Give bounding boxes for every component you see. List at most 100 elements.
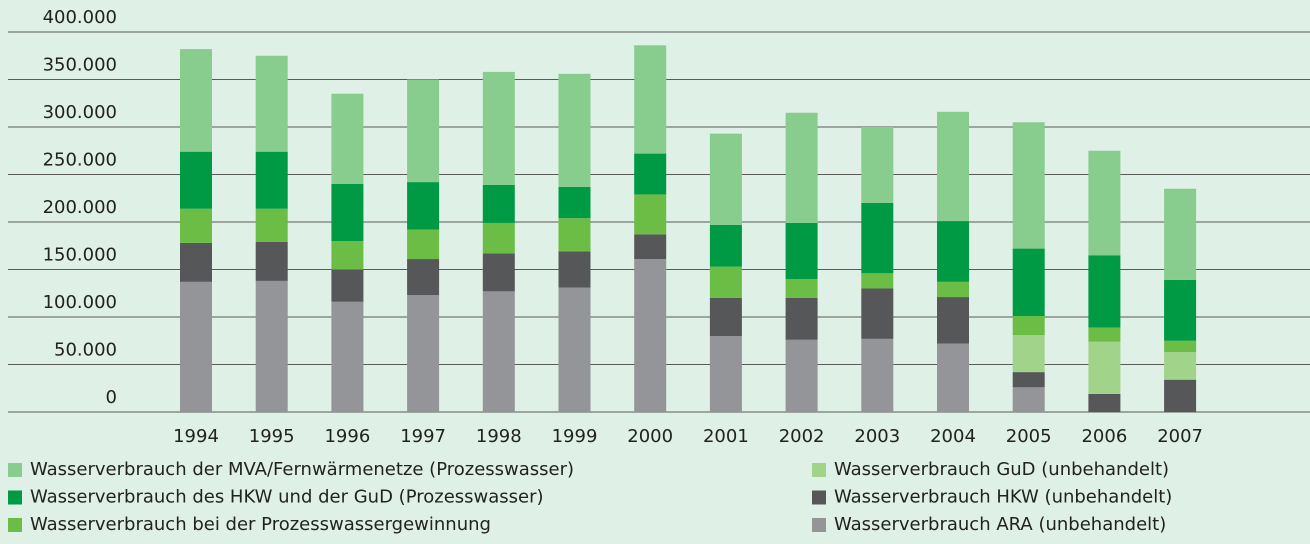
bar-segment: [331, 93, 364, 184]
bar-segment: [407, 182, 440, 230]
bar-segment: [482, 222, 515, 254]
bar-segment: [407, 259, 440, 296]
legend-swatch: [812, 518, 826, 532]
bar-segment: [861, 203, 894, 274]
bar-segment: [937, 221, 969, 282]
x-tick-label: 1997: [400, 426, 446, 447]
bar-segment: [634, 259, 667, 412]
bar-segment: [937, 281, 969, 298]
bar-segment: [709, 266, 742, 298]
legend-label: Wasserverbrauch der MVA/Fernwärmenetze (…: [30, 459, 574, 480]
legend-label: Wasserverbrauch GuD (unbehandelt): [834, 459, 1169, 480]
bar-segment: [180, 208, 212, 243]
bar-segment: [255, 280, 288, 412]
legend-swatch: [812, 490, 826, 505]
y-tick-label: 300.000: [43, 102, 117, 123]
bar-segment: [558, 251, 591, 288]
bar-segment: [1012, 122, 1045, 249]
y-tick-label: 50.000: [54, 340, 117, 361]
y-tick-label: 200.000: [43, 197, 117, 218]
bar-segment: [709, 133, 742, 225]
y-tick-label: 100.000: [43, 292, 117, 313]
bar-segment: [1012, 316, 1045, 336]
x-tick-label: 1996: [324, 426, 370, 447]
y-tick-label: 150.000: [43, 245, 117, 266]
bar-segment: [1088, 255, 1121, 328]
bar-segment: [1012, 372, 1045, 388]
bar-segment: [1012, 248, 1045, 317]
y-tick-label: 350.000: [43, 55, 117, 76]
bar-segment: [558, 218, 591, 252]
bar-segment: [331, 241, 364, 270]
bar-segment: [482, 71, 515, 185]
x-tick-label: 2007: [1157, 426, 1203, 447]
bar-segment: [1088, 341, 1121, 394]
legend-label: Wasserverbrauch des HKW und der GuD (Pro…: [30, 487, 544, 508]
bar-segment: [255, 55, 288, 152]
bar-segment: [785, 222, 818, 279]
legend-label: Wasserverbrauch bei der Prozesswassergew…: [30, 514, 491, 535]
bar-segment: [1164, 379, 1197, 412]
bar-segment: [937, 111, 969, 222]
bar-segment: [482, 184, 515, 223]
x-tick-label: 2006: [1081, 426, 1127, 447]
bar-segment: [634, 234, 667, 260]
bar-segment: [558, 186, 591, 219]
bar-segment: [1012, 335, 1045, 373]
bar-segment: [1164, 188, 1197, 280]
bar-segment: [331, 301, 364, 412]
legend-swatch: [8, 490, 22, 505]
bar-segment: [634, 194, 667, 235]
bar-segment: [861, 273, 894, 289]
legend-label: Wasserverbrauch HKW (unbehandelt): [834, 487, 1172, 508]
bar-segment: [1088, 393, 1121, 412]
x-tick-label: 2004: [930, 426, 976, 447]
bar-segment: [785, 298, 818, 340]
x-tick-label: 2001: [703, 426, 749, 447]
x-tick-label: 2002: [779, 426, 825, 447]
bar-segment: [785, 112, 818, 223]
bar-segment: [937, 297, 969, 344]
bar-segment: [482, 253, 515, 292]
x-tick-label: 2005: [1006, 426, 1052, 447]
bar-segment: [1164, 279, 1197, 341]
bar-segment: [1012, 387, 1045, 412]
bar-segment: [785, 339, 818, 412]
bar-segment: [709, 298, 742, 336]
x-tick-label: 1998: [476, 426, 522, 447]
bar-segment: [255, 241, 288, 281]
bar-segment: [482, 291, 515, 412]
bar-segment: [558, 73, 591, 187]
bar-segment: [331, 269, 364, 302]
legend-swatch: [8, 463, 22, 477]
bar-segment: [1164, 340, 1197, 353]
bar-segment: [709, 224, 742, 267]
x-tick-label: 1995: [249, 426, 295, 447]
bar-segment: [1164, 352, 1197, 380]
bar-segment: [1088, 150, 1121, 256]
bar-segment: [255, 151, 288, 209]
bar-segment: [634, 45, 667, 154]
x-tick-label: 1994: [173, 426, 219, 447]
y-tick-label: 250.000: [43, 150, 117, 171]
bar-segment: [558, 287, 591, 412]
bar-segment: [634, 153, 667, 195]
bar-segment: [180, 281, 212, 412]
bar-segment: [180, 151, 212, 209]
legend-swatch: [8, 518, 22, 532]
bar-segment: [861, 127, 894, 203]
bar-segment: [180, 242, 212, 282]
x-tick-label: 1999: [552, 426, 598, 447]
x-tick-label: 2000: [627, 426, 673, 447]
x-tick-label: 2003: [854, 426, 900, 447]
bar-segment: [407, 295, 440, 412]
bar-segment: [407, 79, 440, 183]
legend-swatch: [812, 463, 826, 477]
bar-segment: [709, 336, 742, 412]
bar-segment: [937, 343, 969, 412]
y-tick-label: 400.000: [43, 7, 117, 28]
bar-segment: [785, 279, 818, 298]
bar-segment: [861, 338, 894, 412]
legend-label: Wasserverbrauch ARA (unbehandelt): [834, 514, 1166, 535]
